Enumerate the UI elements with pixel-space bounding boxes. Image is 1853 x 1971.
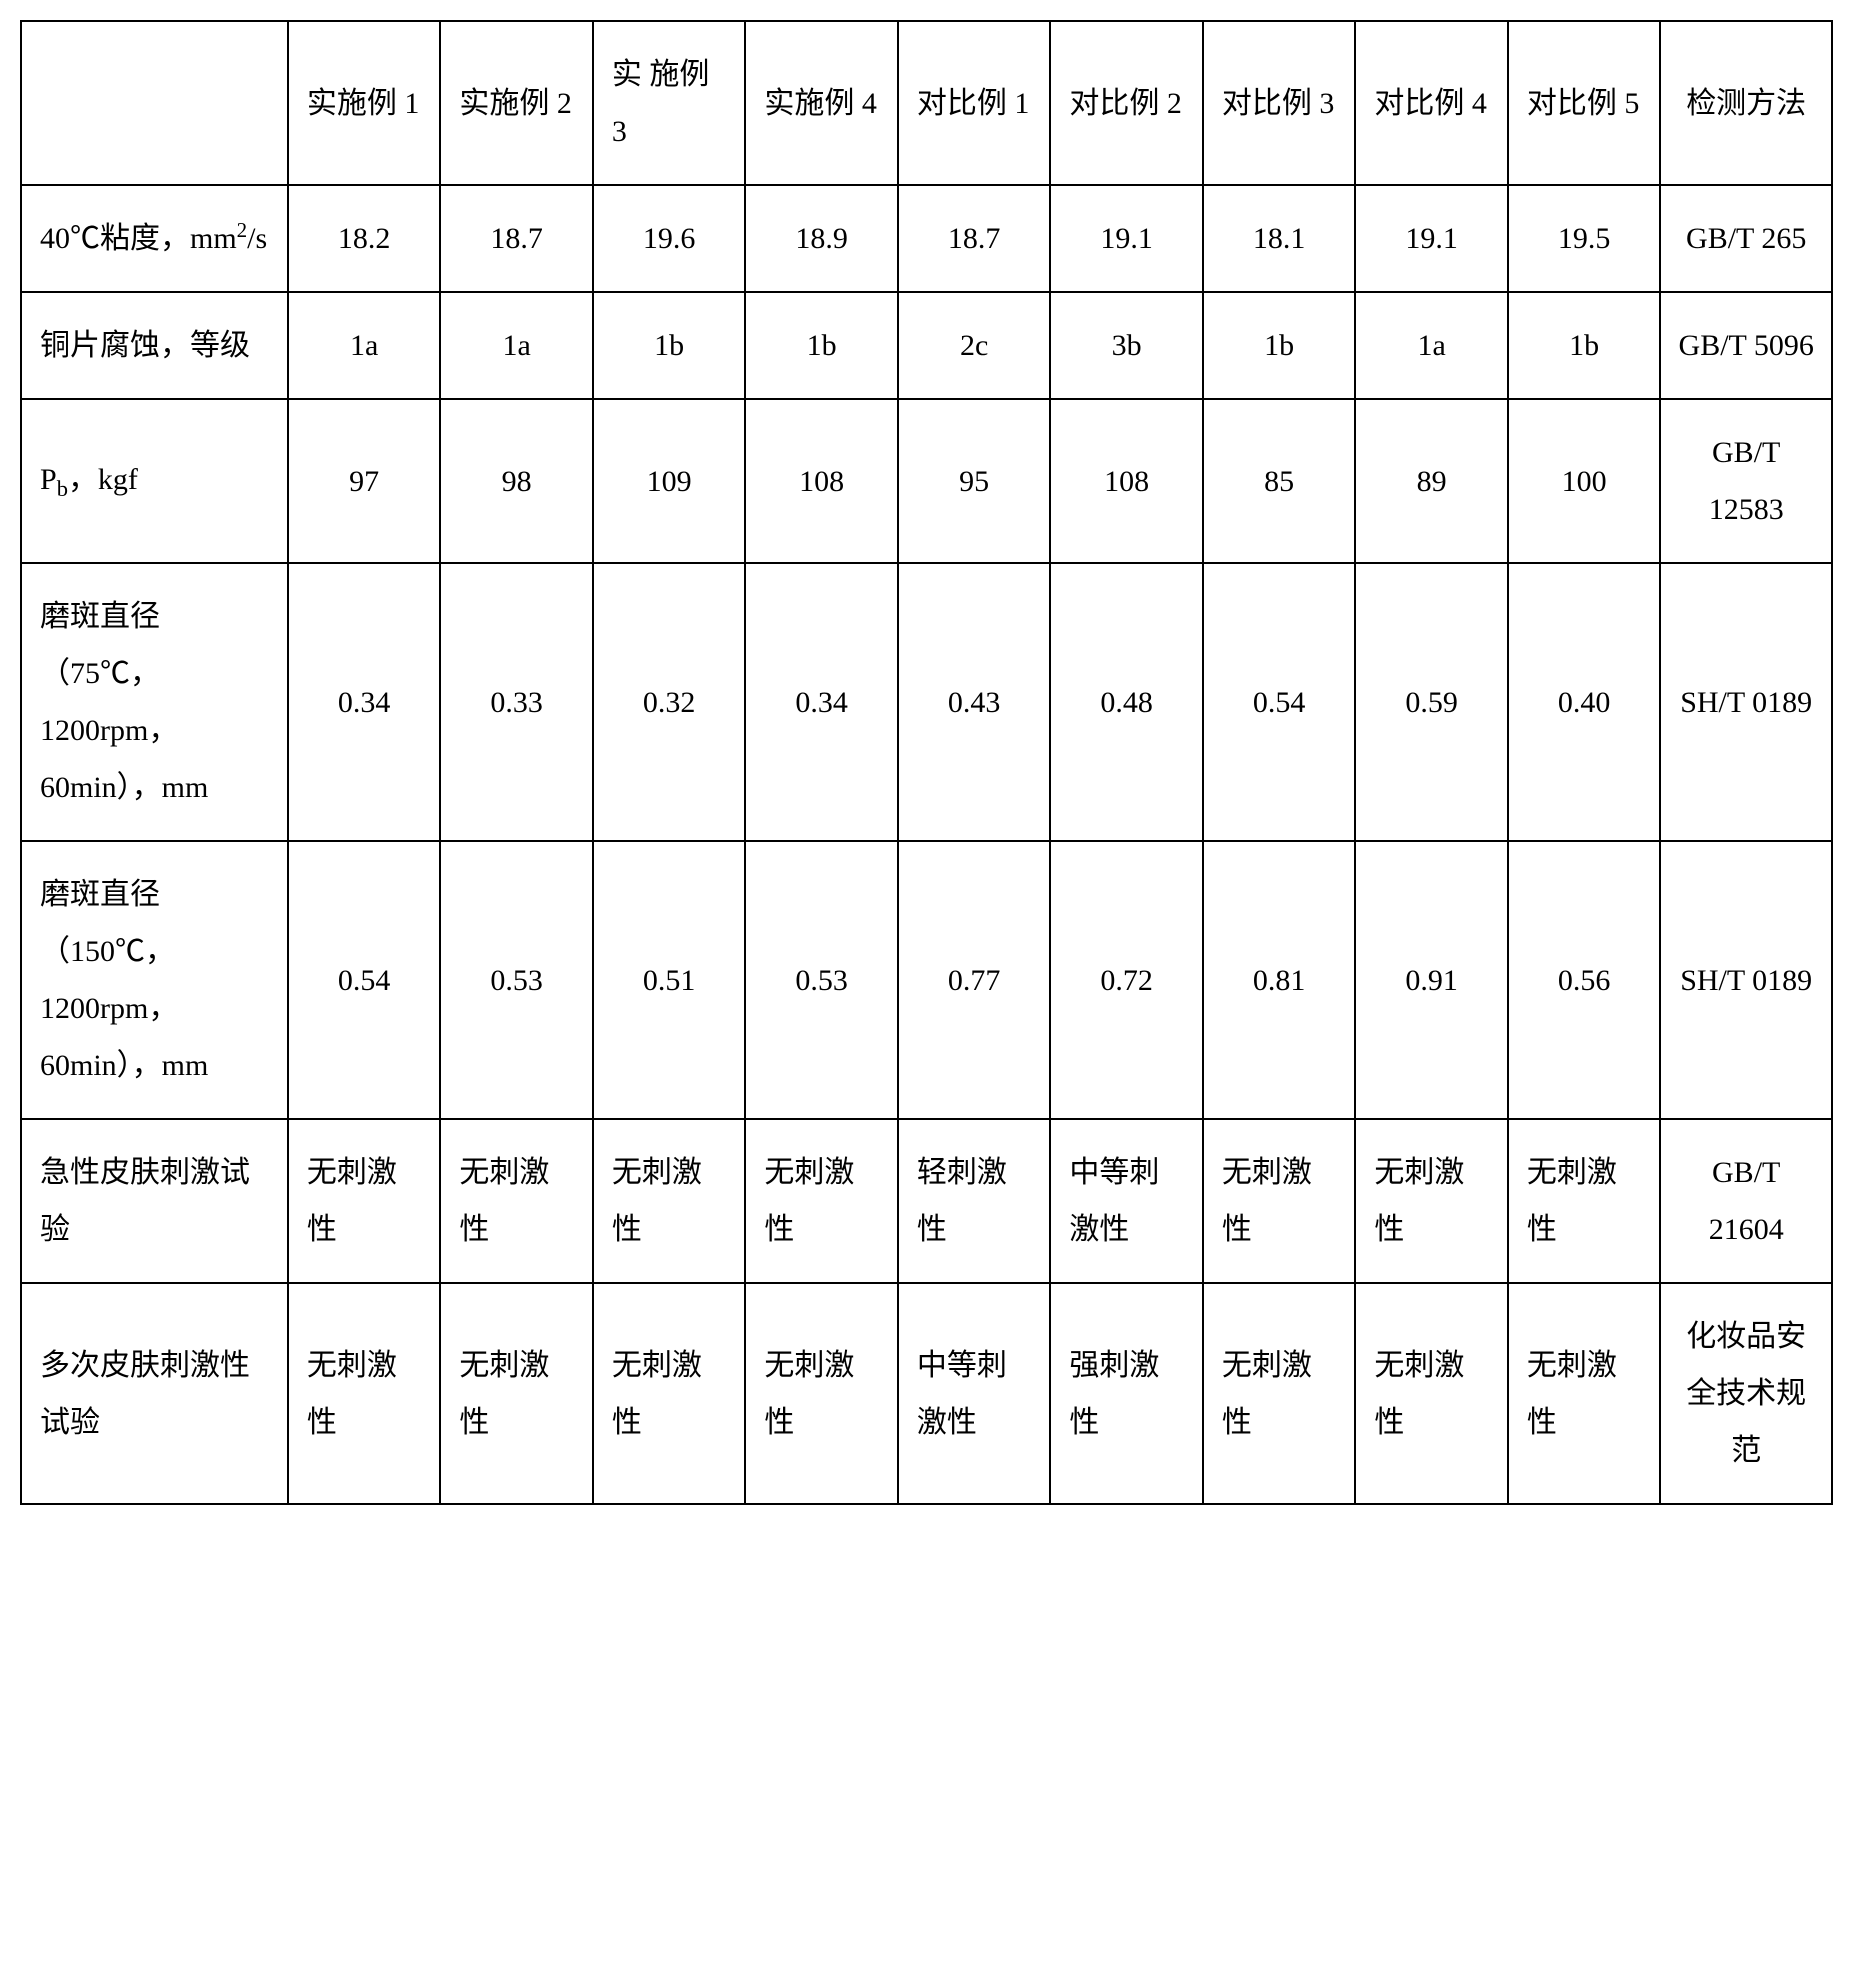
cell-value: 19.5 [1508, 185, 1661, 292]
table-body: 40℃粘度，mm2/s18.218.719.618.918.719.118.11… [21, 185, 1832, 1504]
row-label: 铜片腐蚀，等级 [21, 292, 288, 399]
cell-value: 108 [745, 399, 898, 563]
cell-value: 97 [288, 399, 441, 563]
cell-value: 0.32 [593, 563, 746, 841]
cell-value: 0.77 [898, 841, 1051, 1119]
cell-value: 无刺激性 [1508, 1119, 1661, 1283]
table-head: 实施例 1 实施例 2 实 施例 3 实施例 4 对比例 1 对比例 2 对比例… [21, 21, 1832, 185]
cell-value: 18.7 [440, 185, 593, 292]
cell-value: 无刺激性 [745, 1119, 898, 1283]
header-e4: 实施例 4 [745, 21, 898, 185]
header-blank [21, 21, 288, 185]
cell-value: 无刺激性 [440, 1119, 593, 1283]
header-c3: 对比例 3 [1203, 21, 1356, 185]
cell-value: 0.51 [593, 841, 746, 1119]
header-row: 实施例 1 实施例 2 实 施例 3 实施例 4 对比例 1 对比例 2 对比例… [21, 21, 1832, 185]
cell-value: 19.6 [593, 185, 746, 292]
cell-value: 无刺激性 [1203, 1283, 1356, 1504]
table-row: 急性皮肤刺激试验无刺激性无刺激性无刺激性无刺激性轻刺激性中等刺激性无刺激性无刺激… [21, 1119, 1832, 1283]
row-label: 磨斑直径（150℃，1200rpm，60min），mm [21, 841, 288, 1119]
cell-value: 0.40 [1508, 563, 1661, 841]
cell-value: 1b [1508, 292, 1661, 399]
cell-value: 无刺激性 [593, 1119, 746, 1283]
cell-value: 无刺激性 [288, 1283, 441, 1504]
cell-method: GB/T 21604 [1660, 1119, 1832, 1283]
cell-value: 0.56 [1508, 841, 1661, 1119]
row-label: 40℃粘度，mm2/s [21, 185, 288, 292]
cell-value: 85 [1203, 399, 1356, 563]
cell-value: 0.53 [440, 841, 593, 1119]
cell-value: 0.54 [1203, 563, 1356, 841]
cell-value: 强刺激性 [1050, 1283, 1203, 1504]
cell-value: 0.48 [1050, 563, 1203, 841]
data-table: 实施例 1 实施例 2 实 施例 3 实施例 4 对比例 1 对比例 2 对比例… [20, 20, 1833, 1505]
cell-value: 89 [1355, 399, 1508, 563]
cell-value: 无刺激性 [1203, 1119, 1356, 1283]
row-label: 多次皮肤刺激性试验 [21, 1283, 288, 1504]
cell-value: 1b [1203, 292, 1356, 399]
cell-value: 1b [745, 292, 898, 399]
cell-value: 18.9 [745, 185, 898, 292]
cell-value: 1a [440, 292, 593, 399]
cell-value: 轻刺激性 [898, 1119, 1051, 1283]
header-e2: 实施例 2 [440, 21, 593, 185]
cell-value: 18.7 [898, 185, 1051, 292]
cell-value: 0.33 [440, 563, 593, 841]
table-row: 磨斑直径（150℃，1200rpm，60min），mm0.540.530.510… [21, 841, 1832, 1119]
cell-value: 0.53 [745, 841, 898, 1119]
header-e3: 实 施例 3 [593, 21, 746, 185]
row-label: Pb，kgf [21, 399, 288, 563]
cell-value: 95 [898, 399, 1051, 563]
header-c1: 对比例 1 [898, 21, 1051, 185]
cell-value: 无刺激性 [593, 1283, 746, 1504]
cell-method: GB/T 12583 [1660, 399, 1832, 563]
cell-value: 1b [593, 292, 746, 399]
cell-value: 0.34 [745, 563, 898, 841]
cell-value: 无刺激性 [288, 1119, 441, 1283]
cell-value: 无刺激性 [745, 1283, 898, 1504]
table-row: 40℃粘度，mm2/s18.218.719.618.918.719.118.11… [21, 185, 1832, 292]
table-row: 多次皮肤刺激性试验无刺激性无刺激性无刺激性无刺激性中等刺激性强刺激性无刺激性无刺… [21, 1283, 1832, 1504]
cell-value: 0.34 [288, 563, 441, 841]
cell-value: 无刺激性 [1355, 1119, 1508, 1283]
cell-value: 18.1 [1203, 185, 1356, 292]
cell-value: 无刺激性 [1508, 1283, 1661, 1504]
header-method: 检测方法 [1660, 21, 1832, 185]
cell-value: 0.59 [1355, 563, 1508, 841]
cell-value: 18.2 [288, 185, 441, 292]
cell-value: 0.43 [898, 563, 1051, 841]
cell-value: 109 [593, 399, 746, 563]
cell-value: 108 [1050, 399, 1203, 563]
cell-value: 无刺激性 [1355, 1283, 1508, 1504]
table-row: Pb，kgf9798109108951088589100GB/T 12583 [21, 399, 1832, 563]
cell-value: 1a [1355, 292, 1508, 399]
cell-value: 19.1 [1355, 185, 1508, 292]
cell-method: GB/T 5096 [1660, 292, 1832, 399]
header-c5: 对比例 5 [1508, 21, 1661, 185]
table-row: 磨斑直径（75℃，1200rpm，60min），mm0.340.330.320.… [21, 563, 1832, 841]
header-c2: 对比例 2 [1050, 21, 1203, 185]
cell-method: 化妆品安全技术规范 [1660, 1283, 1832, 1504]
cell-value: 19.1 [1050, 185, 1203, 292]
table-row: 铜片腐蚀，等级1a1a1b1b2c3b1b1a1bGB/T 5096 [21, 292, 1832, 399]
cell-method: SH/T 0189 [1660, 841, 1832, 1119]
cell-value: 无刺激性 [440, 1283, 593, 1504]
cell-method: GB/T 265 [1660, 185, 1832, 292]
cell-value: 0.91 [1355, 841, 1508, 1119]
cell-value: 0.72 [1050, 841, 1203, 1119]
cell-value: 1a [288, 292, 441, 399]
header-c4: 对比例 4 [1355, 21, 1508, 185]
row-label: 急性皮肤刺激试验 [21, 1119, 288, 1283]
cell-value: 100 [1508, 399, 1661, 563]
cell-value: 0.81 [1203, 841, 1356, 1119]
cell-value: 2c [898, 292, 1051, 399]
cell-value: 中等刺激性 [1050, 1119, 1203, 1283]
header-e1: 实施例 1 [288, 21, 441, 185]
row-label: 磨斑直径（75℃，1200rpm，60min），mm [21, 563, 288, 841]
cell-value: 0.54 [288, 841, 441, 1119]
cell-value: 98 [440, 399, 593, 563]
cell-method: SH/T 0189 [1660, 563, 1832, 841]
cell-value: 中等刺激性 [898, 1283, 1051, 1504]
cell-value: 3b [1050, 292, 1203, 399]
